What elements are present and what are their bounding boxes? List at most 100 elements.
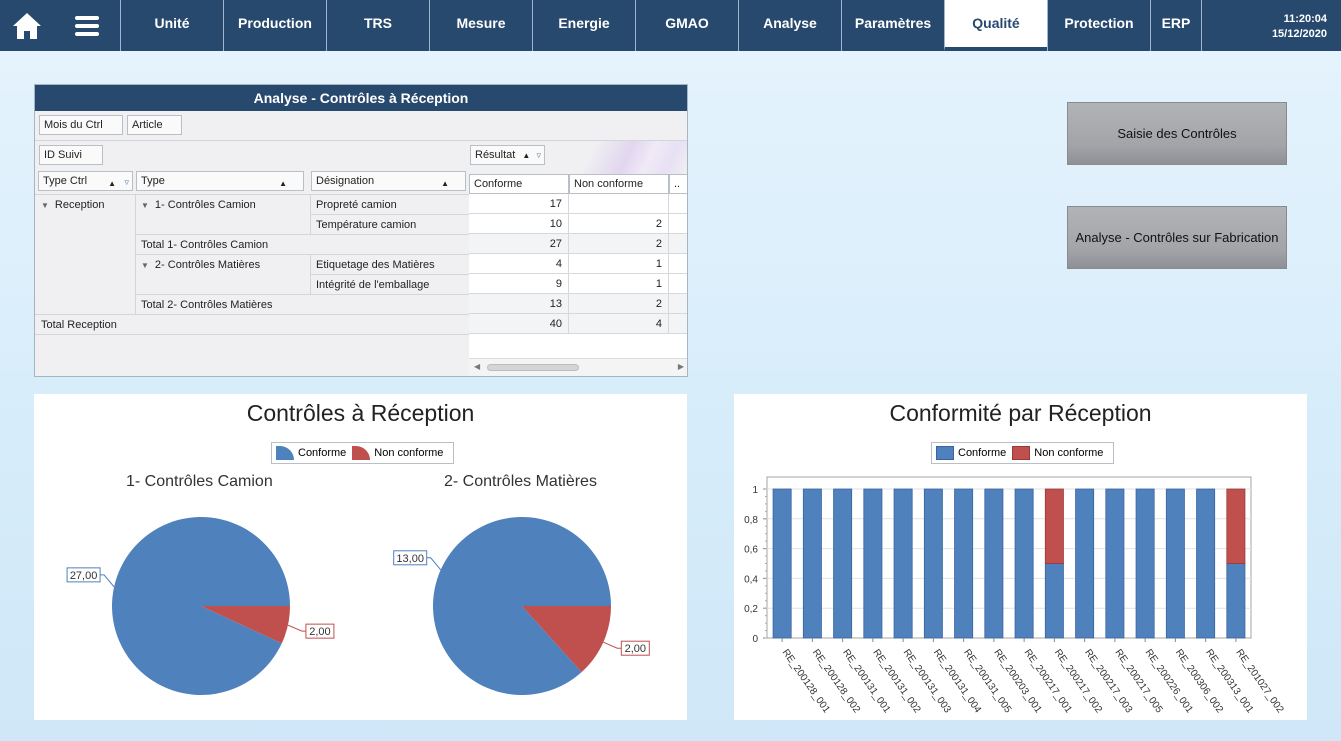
- bar-conforme: [772, 488, 792, 639]
- row-total-camion: Total 1- Contrôles Camion: [141, 239, 269, 251]
- bar-non-conforme: [1226, 488, 1246, 564]
- cell-grand-total-conforme: 40: [469, 314, 569, 334]
- collapse-icon[interactable]: ▼: [141, 201, 149, 210]
- bar-conforme: [1014, 488, 1034, 639]
- tab-gmao[interactable]: GMAO: [635, 0, 738, 51]
- horizontal-scrollbar[interactable]: ◀ ▶: [469, 358, 687, 376]
- legend-item-non-conforme: Non conforme: [1012, 446, 1103, 460]
- bar-conforme: [1075, 488, 1095, 639]
- row-label-etiquetage: Etiquetage des Matières: [316, 259, 435, 271]
- tab-qualite[interactable]: Qualité: [944, 0, 1047, 51]
- pie-label-box: [305, 623, 335, 639]
- tab-unite[interactable]: Unité: [120, 0, 223, 51]
- scroll-right-icon[interactable]: ▶: [677, 362, 684, 371]
- cell-total-conforme: 13: [469, 294, 569, 314]
- collapse-icon[interactable]: ▼: [41, 201, 49, 210]
- row-sub-matieres[interactable]: ▼ 2- Contrôles Matières: [141, 259, 260, 271]
- analyse-fabrication-button[interactable]: Analyse - Contrôles sur Fabrication: [1067, 206, 1287, 269]
- cell-non-conforme: [569, 194, 669, 214]
- cell-conforme: 9: [469, 274, 569, 294]
- saisie-controles-button[interactable]: Saisie des Contrôles: [1067, 102, 1287, 165]
- scrollbar-thumb[interactable]: [487, 364, 579, 371]
- bar-conforme: [833, 488, 853, 639]
- pie-legend: Conforme Non conforme: [271, 442, 455, 464]
- row-sub-matieres-label: 2- Contrôles Matières: [154, 259, 261, 271]
- col-header-more[interactable]: ..: [669, 174, 687, 194]
- tab-energie[interactable]: Energie: [532, 0, 635, 51]
- pivot-title: Analyse - Contrôles à Réception: [35, 85, 687, 111]
- bar-conforme: [984, 488, 1004, 639]
- field-designation-label: Désignation: [316, 175, 375, 187]
- field-type[interactable]: Type ▲: [136, 171, 304, 191]
- pie-subtitle-matieres: 2- Contrôles Matières: [444, 473, 597, 490]
- hamburger-icon: [75, 15, 99, 36]
- bar-conforme: [863, 488, 883, 639]
- sort-up-icon: ▲: [279, 179, 287, 188]
- bar-conforme: [954, 488, 974, 639]
- pie-label-leader: [287, 624, 306, 632]
- field-resultat-label: Résultat: [475, 149, 516, 161]
- tab-trs[interactable]: TRS: [326, 0, 429, 51]
- row-sub-camion[interactable]: ▼ 1- Contrôles Camion: [141, 199, 256, 211]
- cell-more: [669, 294, 687, 314]
- sort-up-icon: ▲: [441, 179, 449, 188]
- row-label-proprete: Propreté camion: [316, 199, 397, 211]
- pie-label-box: [620, 640, 650, 656]
- filter-icon[interactable]: ▿: [536, 150, 541, 160]
- collapse-icon[interactable]: ▼: [141, 261, 149, 270]
- tab-parametres[interactable]: Paramètres: [841, 0, 944, 51]
- row-total-matieres: Total 2- Contrôles Matières: [141, 299, 273, 311]
- sort-up-icon: ▲: [108, 179, 116, 188]
- bar-conforme: [923, 488, 943, 639]
- pie-chart-panel: Contrôles à Réception Conforme Non confo…: [34, 394, 687, 720]
- tab-protection[interactable]: Protection: [1047, 0, 1150, 51]
- legend-item-conforme: Conforme: [936, 446, 1006, 460]
- field-article[interactable]: Article: [127, 115, 182, 135]
- pivot-empty-area: [469, 334, 687, 358]
- field-resultat[interactable]: Résultat ▲ ▿: [470, 145, 545, 165]
- bar-conforme: [1044, 563, 1064, 639]
- cell-total-non-conforme: 2: [569, 234, 669, 254]
- clock: 11:20:04 15/12/2020: [1216, 0, 1341, 51]
- bar-conforme: [893, 488, 913, 639]
- legend-label: Conforme: [298, 447, 347, 459]
- bar-conforme: [1226, 563, 1246, 639]
- tab-production[interactable]: Production: [223, 0, 326, 51]
- cell-conforme: 4: [469, 254, 569, 274]
- field-id-suivi[interactable]: ID Suivi: [39, 145, 103, 165]
- scroll-left-icon[interactable]: ◀: [474, 362, 481, 371]
- y-tick-label: 0,4: [744, 574, 758, 585]
- field-type-ctrl[interactable]: Type Ctrl ▲ ▿: [38, 171, 133, 191]
- cell-conforme: 17: [469, 194, 569, 214]
- y-tick-label: 0,2: [744, 604, 758, 615]
- legend-item-conforme: Conforme: [276, 446, 346, 460]
- col-header-conforme[interactable]: Conforme: [469, 174, 569, 194]
- pie-subtitle-camion: 1- Contrôles Camion: [126, 473, 273, 490]
- cell-more: [669, 274, 687, 294]
- tab-mesure[interactable]: Mesure: [429, 0, 532, 51]
- legend-label: Non conforme: [1034, 447, 1104, 459]
- cell-non-conforme: 2: [569, 214, 669, 234]
- home-icon: [13, 12, 41, 39]
- row-group-reception[interactable]: ▼ Reception: [41, 199, 104, 211]
- field-designation[interactable]: Désignation ▲: [311, 171, 466, 191]
- tab-erp[interactable]: ERP: [1150, 0, 1202, 51]
- legend-label: Non conforme: [374, 447, 444, 459]
- bar-conforme: [1105, 488, 1125, 639]
- menu-button[interactable]: [54, 0, 120, 51]
- tab-analyse[interactable]: Analyse: [738, 0, 841, 51]
- cell-more: [669, 194, 687, 214]
- bar-chart-title: Conformité par Réception: [889, 400, 1152, 426]
- row-total-reception: Total Reception: [41, 319, 117, 331]
- cell-more: [669, 214, 687, 234]
- pie-slice-non-conforme: [201, 606, 290, 644]
- pie-label-non-conforme: 2,00: [309, 626, 330, 638]
- col-header-non-conforme[interactable]: Non conforme: [569, 174, 669, 194]
- home-button[interactable]: [0, 0, 54, 51]
- field-mois-du-ctrl[interactable]: Mois du Ctrl: [39, 115, 123, 135]
- filter-icon[interactable]: ▿: [124, 177, 129, 187]
- pie-label-conforme: 13,00: [396, 553, 424, 565]
- pie-label-leader: [426, 557, 442, 571]
- row-label-temperature: Température camion: [316, 219, 417, 231]
- bar-conforme: [1165, 488, 1185, 639]
